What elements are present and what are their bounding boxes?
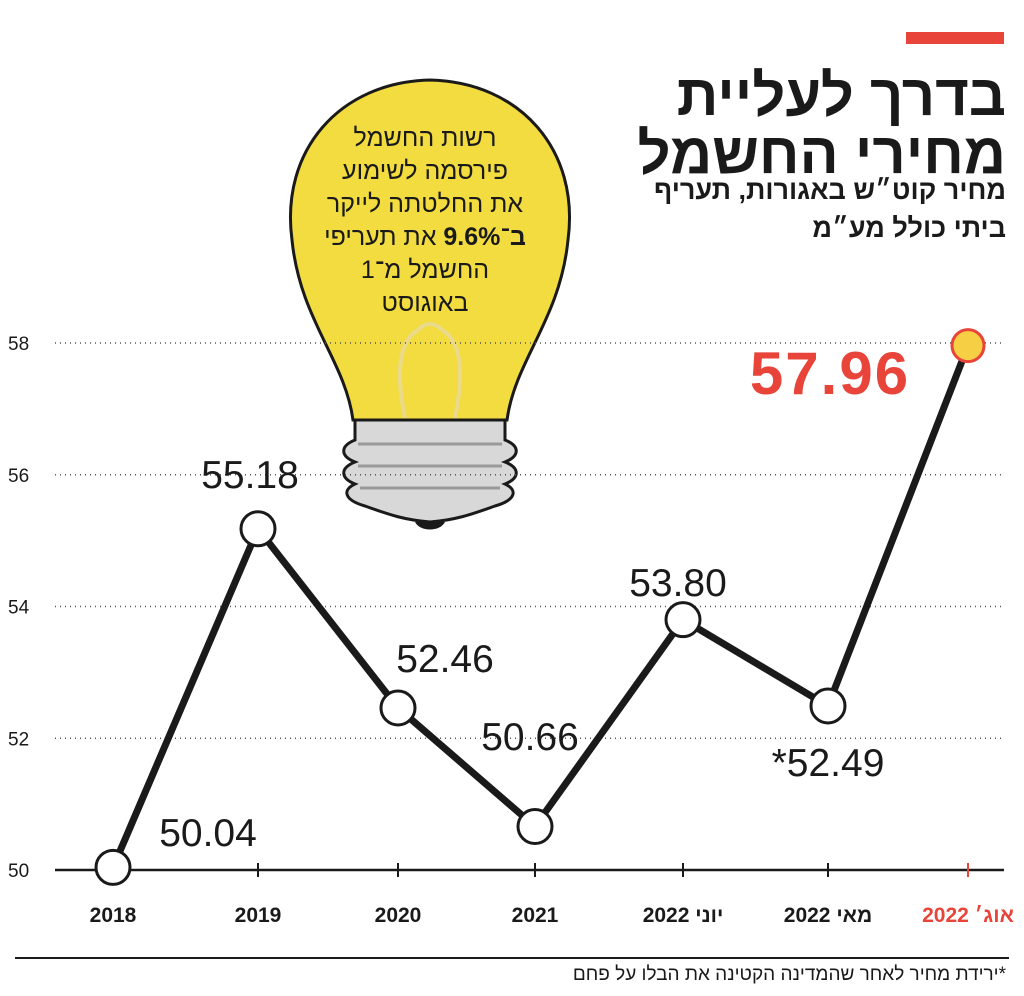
light-bulb-icon <box>289 78 571 530</box>
bulb-tip <box>415 522 445 530</box>
accent-bar <box>906 32 1004 44</box>
callout-line4: ב־9.6% את תעריפי <box>270 221 580 254</box>
data-label: 53.80 <box>629 562 727 605</box>
footnote-rule <box>15 957 1009 959</box>
data-label: 50.66 <box>481 716 579 759</box>
bulb-glass <box>289 78 571 422</box>
callout-line4-rest: את תעריפי <box>324 223 444 251</box>
data-label: 50.04 <box>159 812 257 855</box>
x-tick-label: יוני 2022 <box>643 904 724 927</box>
callout-line5: החשמל מ־1 <box>360 256 490 284</box>
x-tick-label: מאי 2022 <box>784 904 872 927</box>
data-point <box>239 510 277 548</box>
data-point <box>809 687 847 725</box>
callout-line3: את החלטתה לייקר <box>326 190 524 218</box>
y-tick-label: 52 <box>8 729 29 750</box>
y-tick-label: 58 <box>8 334 29 355</box>
y-tick-label: 54 <box>8 598 30 619</box>
bulb-thread <box>358 442 502 490</box>
data-label: 57.96 <box>750 340 910 407</box>
data-points <box>94 328 986 886</box>
data-point <box>516 808 554 846</box>
chart-title-line2: מחירי החשמל <box>637 121 1006 186</box>
y-axis: 58 56 54 52 50 <box>8 334 30 882</box>
callout-line1: רשות החשמל <box>353 124 497 152</box>
data-point <box>950 328 986 364</box>
data-labels: 50.04 55.18 52.46 50.66 53.80 *52.49 57.96 <box>159 340 910 855</box>
y-tick-label: 56 <box>8 466 29 487</box>
chart-title-line1: בדרך לעליית <box>676 63 1006 128</box>
callout-line2: פירסמה לשימוע <box>342 157 508 185</box>
data-label: 55.18 <box>201 454 299 497</box>
y-tick-label: 50 <box>8 861 29 882</box>
callout-percent: ב־9.6% <box>443 223 526 251</box>
bulb-callout: רשות החשמל פירסמה לשימוע את החלטתה לייקר… <box>270 122 580 320</box>
data-label: *52.49 <box>772 742 885 785</box>
x-tick-label: אוג׳ 2022 <box>922 904 1014 927</box>
x-tick-label: 2021 <box>512 904 559 927</box>
grid <box>55 342 1004 739</box>
data-point <box>94 848 132 886</box>
chart-subtitle-line1: מחיר קוט״ש באגורות, תעריף <box>654 175 1006 205</box>
chart-subtitle-line2: ביתי כולל מע״מ <box>812 213 1006 243</box>
x-tick-label: 2018 <box>90 904 137 927</box>
x-tick-label: 2020 <box>375 904 422 927</box>
data-label: 52.46 <box>396 638 494 681</box>
data-point <box>379 689 417 727</box>
footnote: *ירידת מחיר לאחר שהמדינה הקטינה את הבלו … <box>572 964 1006 985</box>
x-tick-label: 2019 <box>235 904 282 927</box>
bulb-filament <box>397 322 463 419</box>
x-axis: 2018 2019 2020 2021 יוני 2022 מאי 2022 אוג׳ 20… <box>55 863 1014 927</box>
callout-line6: באוגוסט <box>381 289 469 317</box>
bulb-base <box>342 418 518 524</box>
data-point <box>664 601 702 639</box>
